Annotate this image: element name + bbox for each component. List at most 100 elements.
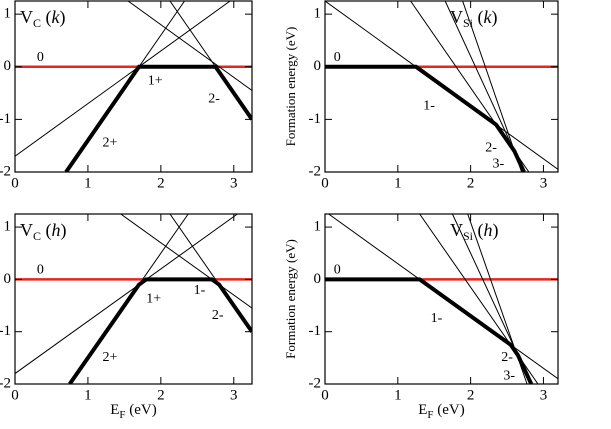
- series-line: [68, 277, 252, 384]
- y-tick-label: -1: [309, 323, 322, 339]
- charge-label: 2-: [501, 350, 513, 365]
- y-tick-label: -2: [0, 375, 11, 391]
- title-close: ): [492, 7, 498, 28]
- y-tick-label: 0: [4, 271, 12, 287]
- x-tick-label: 1: [394, 175, 402, 191]
- y-tick-label: 1: [314, 219, 322, 235]
- title-open: (: [41, 220, 52, 241]
- x-axis-label: EF (eV): [418, 402, 465, 420]
- x-label-base: E: [110, 402, 119, 418]
- charge-label: 1+: [146, 291, 161, 306]
- panel: 0 1 2 3 -2 -1 0 1 VSi (k) 0 1- 2-3- Formation energy…: [283, 0, 559, 191]
- title-close: ): [60, 7, 66, 28]
- title-close: ): [61, 220, 67, 241]
- y-tick-label: -1: [309, 111, 322, 127]
- x-label-rest: (eV): [126, 402, 157, 418]
- y-tick-label: -1: [0, 111, 11, 127]
- title-sub: C: [33, 16, 41, 30]
- charge-label: 0: [37, 50, 44, 65]
- x-tick-label: 1: [394, 387, 402, 403]
- y-tick-label: 1: [314, 6, 322, 22]
- y-axis-label: Formation energy (eV): [283, 239, 298, 359]
- title-base: V: [20, 7, 33, 27]
- x-tick-label: 0: [11, 175, 19, 191]
- y-tick-label: 0: [314, 271, 322, 287]
- title-sub: C: [33, 229, 41, 243]
- x-label-sub: F: [427, 409, 433, 421]
- x-tick-label: 3: [230, 175, 238, 191]
- charge-label: 0: [334, 263, 341, 278]
- x-tick-label: 3: [230, 387, 238, 403]
- y-tick-label: -1: [0, 323, 11, 339]
- title-close: ): [493, 220, 499, 241]
- series-line: [64, 64, 252, 172]
- title-base: V: [20, 220, 33, 240]
- charge-label: 2-: [208, 92, 220, 107]
- x-label-base: E: [418, 402, 427, 418]
- x-tick-label: 0: [321, 175, 329, 191]
- y-tick-label: -2: [0, 163, 11, 179]
- charge-label: 1+: [148, 74, 163, 89]
- x-tick-label: 3: [540, 175, 548, 191]
- charge-label: 1-: [431, 311, 443, 326]
- charge-label: 0: [37, 263, 44, 278]
- x-tick-label: 0: [321, 387, 329, 403]
- series-line: [127, 1, 252, 91]
- title-open: (: [473, 7, 484, 28]
- y-tick-label: 1: [4, 219, 12, 235]
- charge-label: 2-: [485, 141, 497, 156]
- y-axis-label: Formation energy (eV): [283, 27, 298, 147]
- x-tick-label: 2: [157, 387, 165, 403]
- title-open: (: [41, 7, 52, 28]
- title-var: h: [484, 220, 493, 240]
- series-line: [15, 214, 238, 374]
- plot-frame: [14, 213, 253, 385]
- charge-label: 2+: [103, 350, 118, 365]
- charge-label: 0: [334, 50, 341, 65]
- x-tick-label: 1: [84, 387, 92, 403]
- x-tick-label: 1: [84, 175, 92, 191]
- plot-frame: [324, 213, 559, 385]
- panel-title: VC (k): [20, 7, 66, 30]
- charge-label: 3-: [503, 368, 515, 383]
- charge-label: 1-: [423, 98, 435, 113]
- title-base: V: [450, 7, 463, 27]
- panel-title: VSi (h): [450, 220, 499, 243]
- series-line: [15, 1, 231, 157]
- charge-label: 2-: [212, 308, 224, 323]
- title-var: h: [52, 220, 61, 240]
- title-var: k: [52, 7, 61, 27]
- series-line: [462, 1, 523, 172]
- title-open: (: [473, 220, 484, 241]
- x-tick-label: 2: [467, 387, 475, 403]
- panel: 0 1 2 3 -2 -1 0 1 VSi (h) 0 1- 2- 3- EF (eV) Formation…: [283, 213, 559, 421]
- title-sub: Si: [463, 229, 474, 243]
- plot-frame: [14, 0, 253, 173]
- series-line: [325, 277, 534, 384]
- title-sub: Si: [463, 16, 474, 30]
- y-tick-label: 1: [4, 6, 12, 22]
- title-var: k: [484, 7, 493, 27]
- series-line: [325, 64, 526, 172]
- charge-label: 1-: [194, 283, 206, 298]
- x-tick-label: 2: [467, 175, 475, 191]
- panel-title: VSi (k): [450, 7, 498, 30]
- series-line: [120, 214, 252, 309]
- x-tick-label: 3: [540, 387, 548, 403]
- x-tick-label: 2: [157, 175, 165, 191]
- x-label-sub: F: [119, 409, 125, 421]
- x-axis-label: EF (eV): [110, 402, 157, 420]
- y-tick-label: -2: [309, 375, 322, 391]
- charge-label: 2+: [103, 135, 118, 150]
- y-tick-label: -2: [309, 163, 322, 179]
- x-tick-label: 0: [11, 387, 19, 403]
- plot-frame: [324, 0, 559, 173]
- charge-label: 3-: [492, 156, 504, 171]
- y-tick-label: 0: [314, 58, 322, 74]
- x-label-rest: (eV): [434, 402, 465, 418]
- y-tick-label: 0: [4, 58, 12, 74]
- title-base: V: [450, 220, 463, 240]
